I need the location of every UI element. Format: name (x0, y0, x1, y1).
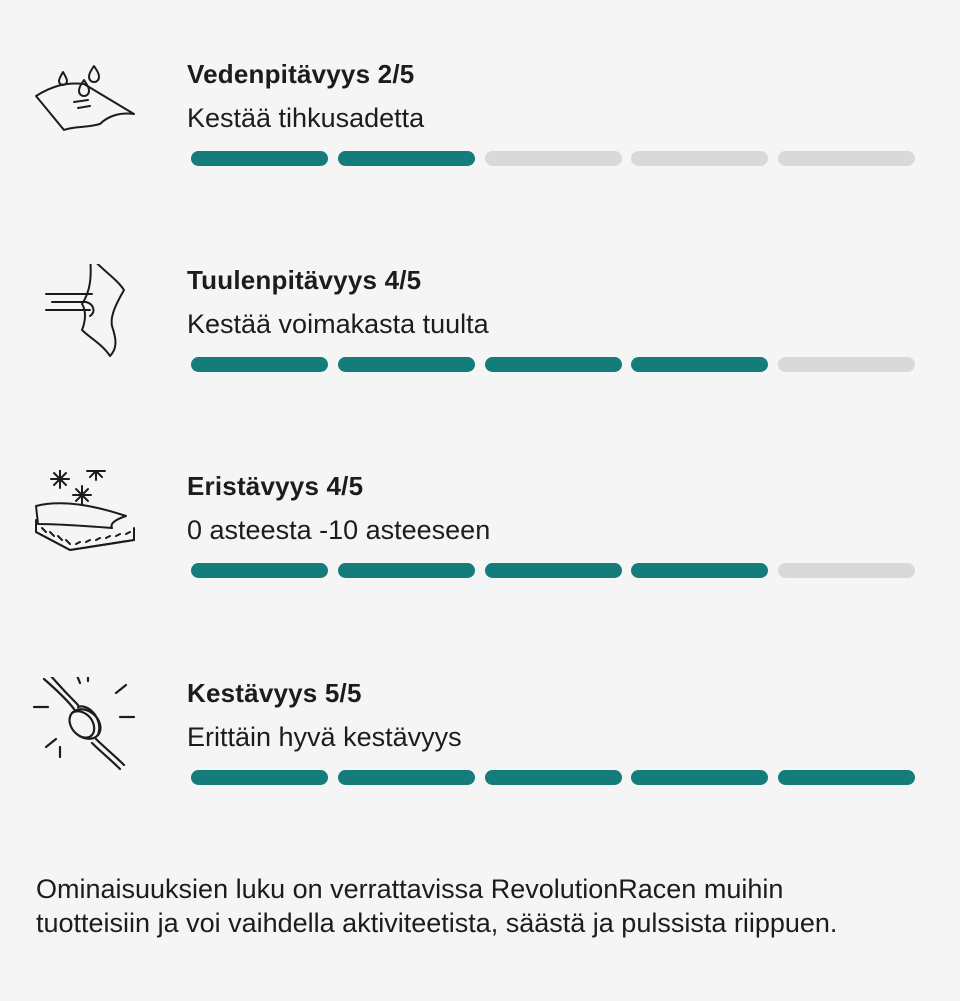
rating-segment-filled (631, 563, 769, 578)
footnote-line: tuotteisiin ja voi vaihdella aktiviteeti… (36, 908, 838, 938)
feature-title: Eristävyys 4/5 (187, 471, 364, 501)
rating-segment-filled (337, 151, 475, 166)
rating-segment-filled (484, 357, 622, 372)
wind-fabric-icon (30, 264, 140, 374)
rating-segment-empty (631, 151, 769, 166)
rating-segment-filled (337, 770, 475, 785)
rating-segment-empty (778, 357, 915, 372)
feature-windproof: Tuulenpitävyys 4/5 Kestää voimakasta tuu… (0, 264, 960, 444)
rating-segment-filled (337, 357, 475, 372)
rating-segment-filled (484, 770, 622, 785)
feature-waterproof: Vedenpitävyys 2/5 Kestää tihkusadetta (0, 58, 960, 238)
rating-segment-filled (337, 563, 475, 578)
feature-description: Kestää tihkusadetta (187, 103, 425, 133)
rating-bar (191, 770, 915, 785)
rating-segment-filled (484, 563, 622, 578)
feature-title: Kestävyys 5/5 (187, 678, 362, 708)
snowflake-layers-icon (30, 470, 140, 580)
feature-description: 0 asteesta -10 asteeseen (187, 515, 491, 545)
knot-rope-icon (30, 677, 140, 787)
rating-segment-filled (191, 770, 328, 785)
feature-title: Tuulenpitävyys 4/5 (187, 265, 422, 295)
rating-segment-filled (191, 151, 328, 166)
rating-segment-filled (631, 357, 769, 372)
rating-bar (191, 357, 915, 372)
rating-segment-filled (191, 357, 328, 372)
feature-insulation: Eristävyys 4/5 0 asteesta -10 asteeseen (0, 470, 960, 650)
rating-segment-empty (484, 151, 622, 166)
rating-segment-filled (778, 770, 915, 785)
rating-segment-filled (191, 563, 328, 578)
rating-segment-empty (778, 563, 915, 578)
feature-title: Vedenpitävyys 2/5 (187, 59, 415, 89)
feature-description: Erittäin hyvä kestävyys (187, 722, 462, 752)
footnote: Ominaisuuksien luku on verrattavissa Rev… (36, 872, 936, 940)
rating-segment-empty (778, 151, 915, 166)
rating-segment-filled (631, 770, 769, 785)
water-drops-fabric-icon (30, 58, 140, 168)
feature-durability: Kestävyys 5/5 Erittäin hyvä kestävyys (0, 677, 960, 857)
rating-bar (191, 563, 915, 578)
feature-description: Kestää voimakasta tuulta (187, 309, 489, 339)
rating-bar (191, 151, 915, 166)
footnote-line: Ominaisuuksien luku on verrattavissa Rev… (36, 874, 784, 904)
